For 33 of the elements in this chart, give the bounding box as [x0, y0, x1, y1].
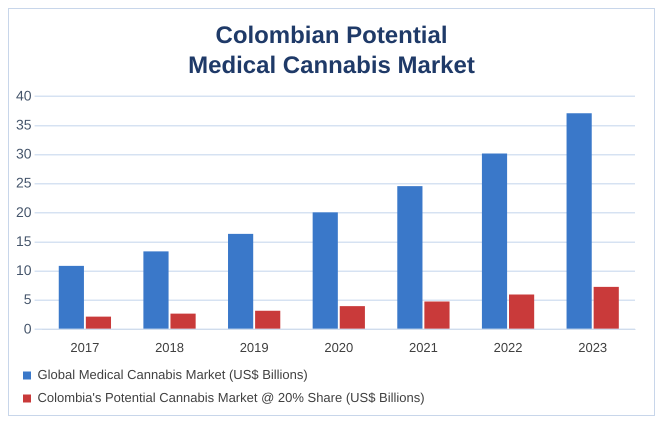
y-tick-label: 40: [16, 87, 32, 104]
bar: [58, 266, 84, 329]
x-tick-label: 2018: [155, 340, 184, 355]
x-tick-label: 2020: [324, 340, 354, 355]
bar: [424, 301, 450, 329]
bar: [566, 113, 592, 329]
bar: [594, 286, 619, 329]
legend-label: Global Medical Cannabis Market (US$ Billions): [38, 367, 308, 382]
bar: [228, 234, 254, 329]
y-tick-label: 10: [16, 262, 32, 278]
y-tick-label: 20: [16, 204, 32, 220]
bar: [312, 212, 338, 329]
y-tick-label: 0: [24, 320, 32, 336]
y-tick-label: 5: [24, 291, 32, 308]
bar: [86, 316, 112, 329]
x-tick-label: 2017: [70, 340, 100, 355]
x-tick-label: 2023: [578, 340, 608, 355]
x-tick-label: 2019: [240, 340, 269, 355]
x-tick-label: 2022: [494, 340, 523, 355]
bar: [255, 310, 280, 329]
bar: [397, 186, 422, 329]
bar: [340, 306, 365, 329]
y-tick-label: 25: [16, 174, 32, 191]
x-tick-label: 2021: [408, 340, 438, 355]
y-tick-label: 15: [16, 232, 32, 249]
bar: [509, 294, 534, 329]
y-tick-label: 35: [16, 116, 32, 132]
legend-label: Colombia's Potential Cannabis Market @ 20% Share (US$ Billions): [38, 390, 425, 406]
chart-title: Colombian Potential Medical Cannabis Market: [187, 21, 476, 81]
y-tick-label: 30: [16, 146, 32, 162]
bar: [143, 251, 169, 329]
bar: [482, 153, 508, 329]
bar: [170, 314, 196, 329]
